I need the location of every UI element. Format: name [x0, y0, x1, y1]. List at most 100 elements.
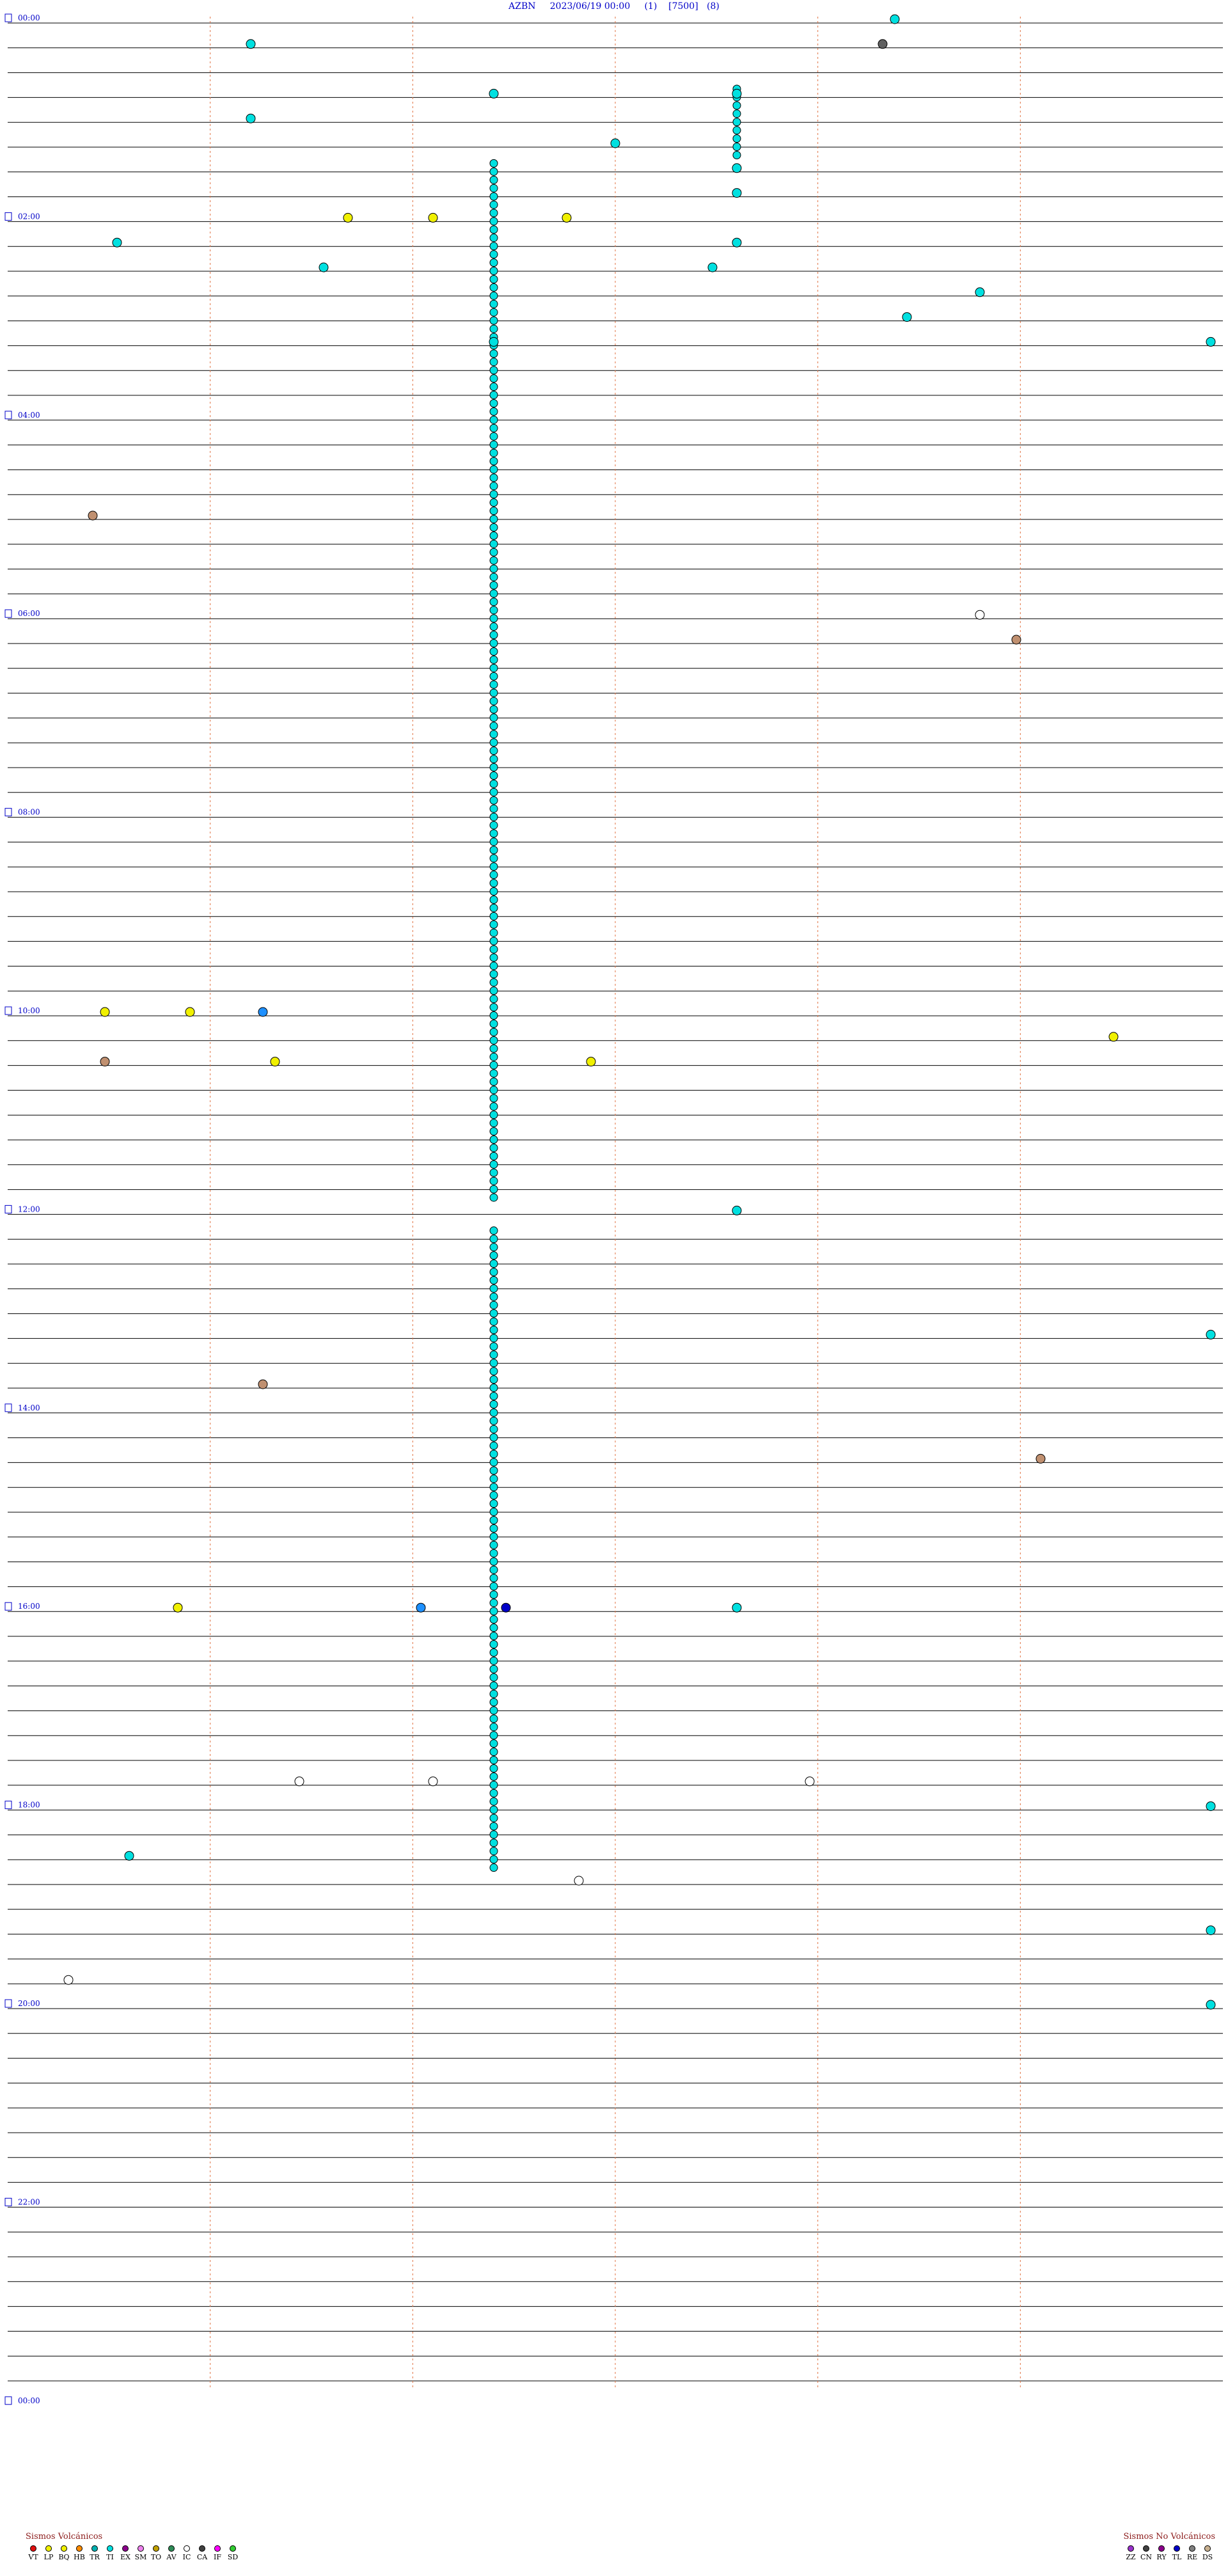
event-marker	[732, 1205, 742, 1215]
tremor-event-marker	[489, 920, 498, 929]
tremor-event-marker	[489, 1077, 498, 1086]
tremor-event-marker	[732, 118, 741, 127]
hour-label: 22:00	[18, 2197, 40, 2206]
tremor-event-marker	[489, 1813, 498, 1822]
tremor-event-marker	[489, 391, 498, 400]
legend-code: CA	[196, 2553, 208, 2561]
tremor-event-marker	[489, 639, 498, 648]
legend-item: IF	[210, 2545, 225, 2561]
legend-item: AV	[164, 2545, 179, 2561]
event-marker	[1206, 1329, 1216, 1339]
event-marker	[732, 163, 742, 173]
legend-volcanic-title: Sismos Volcánicos	[26, 2532, 103, 2541]
legend-novolcanic: Sismos No Volcánicos ZZ CN RY TL RE DS	[1123, 2532, 1215, 2561]
legend-code: TO	[150, 2553, 162, 2561]
tremor-event-marker	[489, 1441, 498, 1450]
tremor-event-marker	[489, 1193, 498, 1202]
legend-dot-icon	[153, 2545, 159, 2552]
legend-code: SD	[227, 2553, 239, 2561]
legend-dot-icon	[30, 2545, 36, 2552]
legend-dot-icon	[45, 2545, 52, 2552]
legend-dot-icon	[107, 2545, 113, 2552]
hour-marker	[4, 1205, 12, 1213]
event-marker	[173, 1602, 183, 1613]
hour-marker	[4, 2396, 12, 2405]
tremor-event-marker	[489, 1731, 498, 1740]
tremor-event-marker	[489, 1300, 498, 1309]
tremor-event-marker	[489, 490, 498, 499]
legend-dot-icon	[214, 2545, 221, 2552]
legend-volcanic: Sismos Volcánicos VT LP BQ HB TR TI EX SM TO AV IC…	[26, 2532, 240, 2561]
tremor-event-marker	[489, 697, 498, 706]
tremor-event-marker	[489, 267, 498, 276]
tremor-event-marker	[489, 1830, 498, 1839]
tremor-event-marker	[489, 383, 498, 391]
tremor-event-marker	[489, 837, 498, 846]
tremor-event-marker	[732, 150, 741, 159]
tremor-event-marker	[489, 1574, 498, 1583]
legend-item: TO	[148, 2545, 164, 2561]
hour-marker	[4, 1801, 12, 1810]
tremor-event-marker	[489, 1607, 498, 1616]
tremor-event-marker	[489, 573, 498, 581]
hour-marker	[4, 212, 12, 221]
tremor-event-marker	[489, 1540, 498, 1549]
hour-label: 18:00	[18, 1801, 40, 1810]
tremor-event-marker	[489, 755, 498, 764]
tremor-event-marker	[489, 1450, 498, 1458]
tremor-event-marker	[489, 1127, 498, 1136]
tremor-event-marker	[489, 771, 498, 780]
tremor-event-marker	[489, 1011, 498, 1020]
tremor-event-marker	[489, 895, 498, 904]
legend-novolcanic-title: Sismos No Volcánicos	[1123, 2532, 1215, 2541]
tremor-event-marker	[489, 242, 498, 251]
event-marker	[707, 262, 718, 273]
tremor-event-marker	[489, 1673, 498, 1682]
tremor-event-marker	[489, 705, 498, 714]
hour-marker	[4, 1602, 12, 1611]
tremor-event-marker	[489, 1342, 498, 1351]
hour-marker	[4, 1006, 12, 1015]
tremor-event-marker	[489, 1284, 498, 1293]
tremor-event-marker	[489, 1251, 498, 1260]
legend-code: DS	[1202, 2553, 1213, 2561]
legend-code: RE	[1186, 2553, 1198, 2561]
tremor-event-marker	[489, 1359, 498, 1368]
tremor-event-marker	[489, 440, 498, 449]
tremor-event-marker	[489, 846, 498, 855]
event-marker	[1035, 1453, 1046, 1464]
legend-code: RY	[1156, 2553, 1167, 2561]
tremor-event-marker	[489, 192, 498, 201]
event-marker	[270, 1057, 280, 1067]
tremor-event-marker	[489, 1110, 498, 1119]
tremor-event-marker	[489, 581, 498, 590]
legend-item: LP	[41, 2545, 56, 2561]
event-marker	[428, 1776, 438, 1787]
tremor-event-marker	[489, 358, 498, 367]
legend-dot-icon	[199, 2545, 205, 2552]
event-marker	[246, 113, 256, 123]
tremor-event-marker	[489, 291, 498, 300]
tremor-event-marker	[489, 1151, 498, 1160]
legend-dot-icon	[1189, 2545, 1195, 2552]
legend-code: CN	[1140, 2553, 1153, 2561]
tremor-event-marker	[489, 1325, 498, 1334]
event-marker	[975, 287, 985, 297]
legend-item: SM	[133, 2545, 148, 2561]
tremor-event-marker	[489, 779, 498, 788]
legend-item: EX	[118, 2545, 133, 2561]
tremor-event-marker	[489, 1748, 498, 1757]
tremor-event-marker	[489, 531, 498, 540]
legend-dot-icon	[168, 2545, 175, 2552]
event-marker	[975, 610, 985, 620]
legend-dot-icon	[61, 2545, 67, 2552]
legend-code: TR	[90, 2553, 100, 2561]
tremor-event-marker	[489, 1689, 498, 1698]
legend-item: TR	[87, 2545, 102, 2561]
tremor-event-marker	[489, 523, 498, 532]
tremor-event-marker	[489, 631, 498, 640]
event-marker	[489, 336, 499, 347]
tremor-event-marker	[489, 953, 498, 962]
tremor-event-marker	[489, 1557, 498, 1566]
hour-label: 06:00	[18, 609, 40, 618]
